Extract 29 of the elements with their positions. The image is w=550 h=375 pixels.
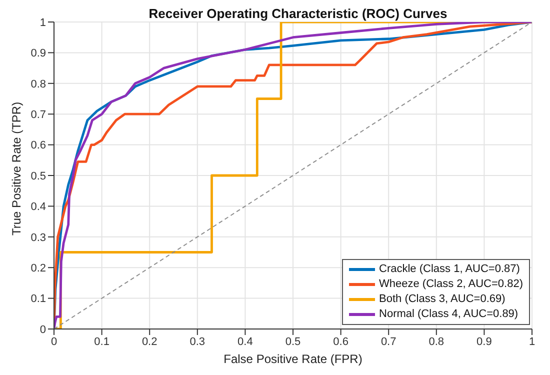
- y-axis-title: True Positive Rate (TPR): [9, 102, 24, 236]
- x-tick-label: 0.1: [94, 336, 110, 348]
- x-tick-label: 0.8: [428, 336, 444, 348]
- legend-label: Normal (Class 4, AUC=0.89): [379, 307, 518, 322]
- y-tick-label: 0.5: [30, 170, 46, 182]
- legend-label: Wheeze (Class 2, AUC=0.82): [379, 277, 523, 292]
- y-tick-label: 0.6: [30, 140, 46, 152]
- x-tick-label: 0.9: [476, 336, 492, 348]
- x-axis-title: False Positive Rate (FPR): [224, 352, 362, 366]
- x-tick-label: 0.2: [142, 336, 158, 348]
- y-tick-label: 0.1: [30, 293, 46, 306]
- y-tick-label: 0: [40, 324, 46, 336]
- y-tick-label: 0.9: [30, 48, 46, 60]
- chart-title: Receiver Operating Characteristic (ROC) Curves: [148, 6, 448, 21]
- y-tick-label: 1: [40, 16, 46, 29]
- y-tick-label: 0.8: [30, 78, 46, 90]
- x-tick-label: 0.3: [190, 336, 206, 348]
- x-tick-label: 1: [528, 336, 536, 348]
- legend-label: Crackle (Class 1, AUC=0.87): [379, 262, 520, 277]
- y-tick-label: 0.3: [30, 232, 46, 244]
- y-tick-label: 0.4: [30, 201, 46, 214]
- x-tick-label: 0.4: [238, 336, 253, 348]
- x-tick-label: 0.6: [333, 336, 348, 348]
- legend-label: Both (Class 3, AUC=0.69): [379, 292, 506, 307]
- x-tick-label: 0.5: [285, 336, 301, 348]
- y-tick-label: 0.2: [30, 262, 46, 275]
- x-tick-label: 0.7: [380, 336, 396, 348]
- x-tick-label: 0: [50, 336, 58, 348]
- y-tick-label: 0.7: [30, 109, 46, 122]
